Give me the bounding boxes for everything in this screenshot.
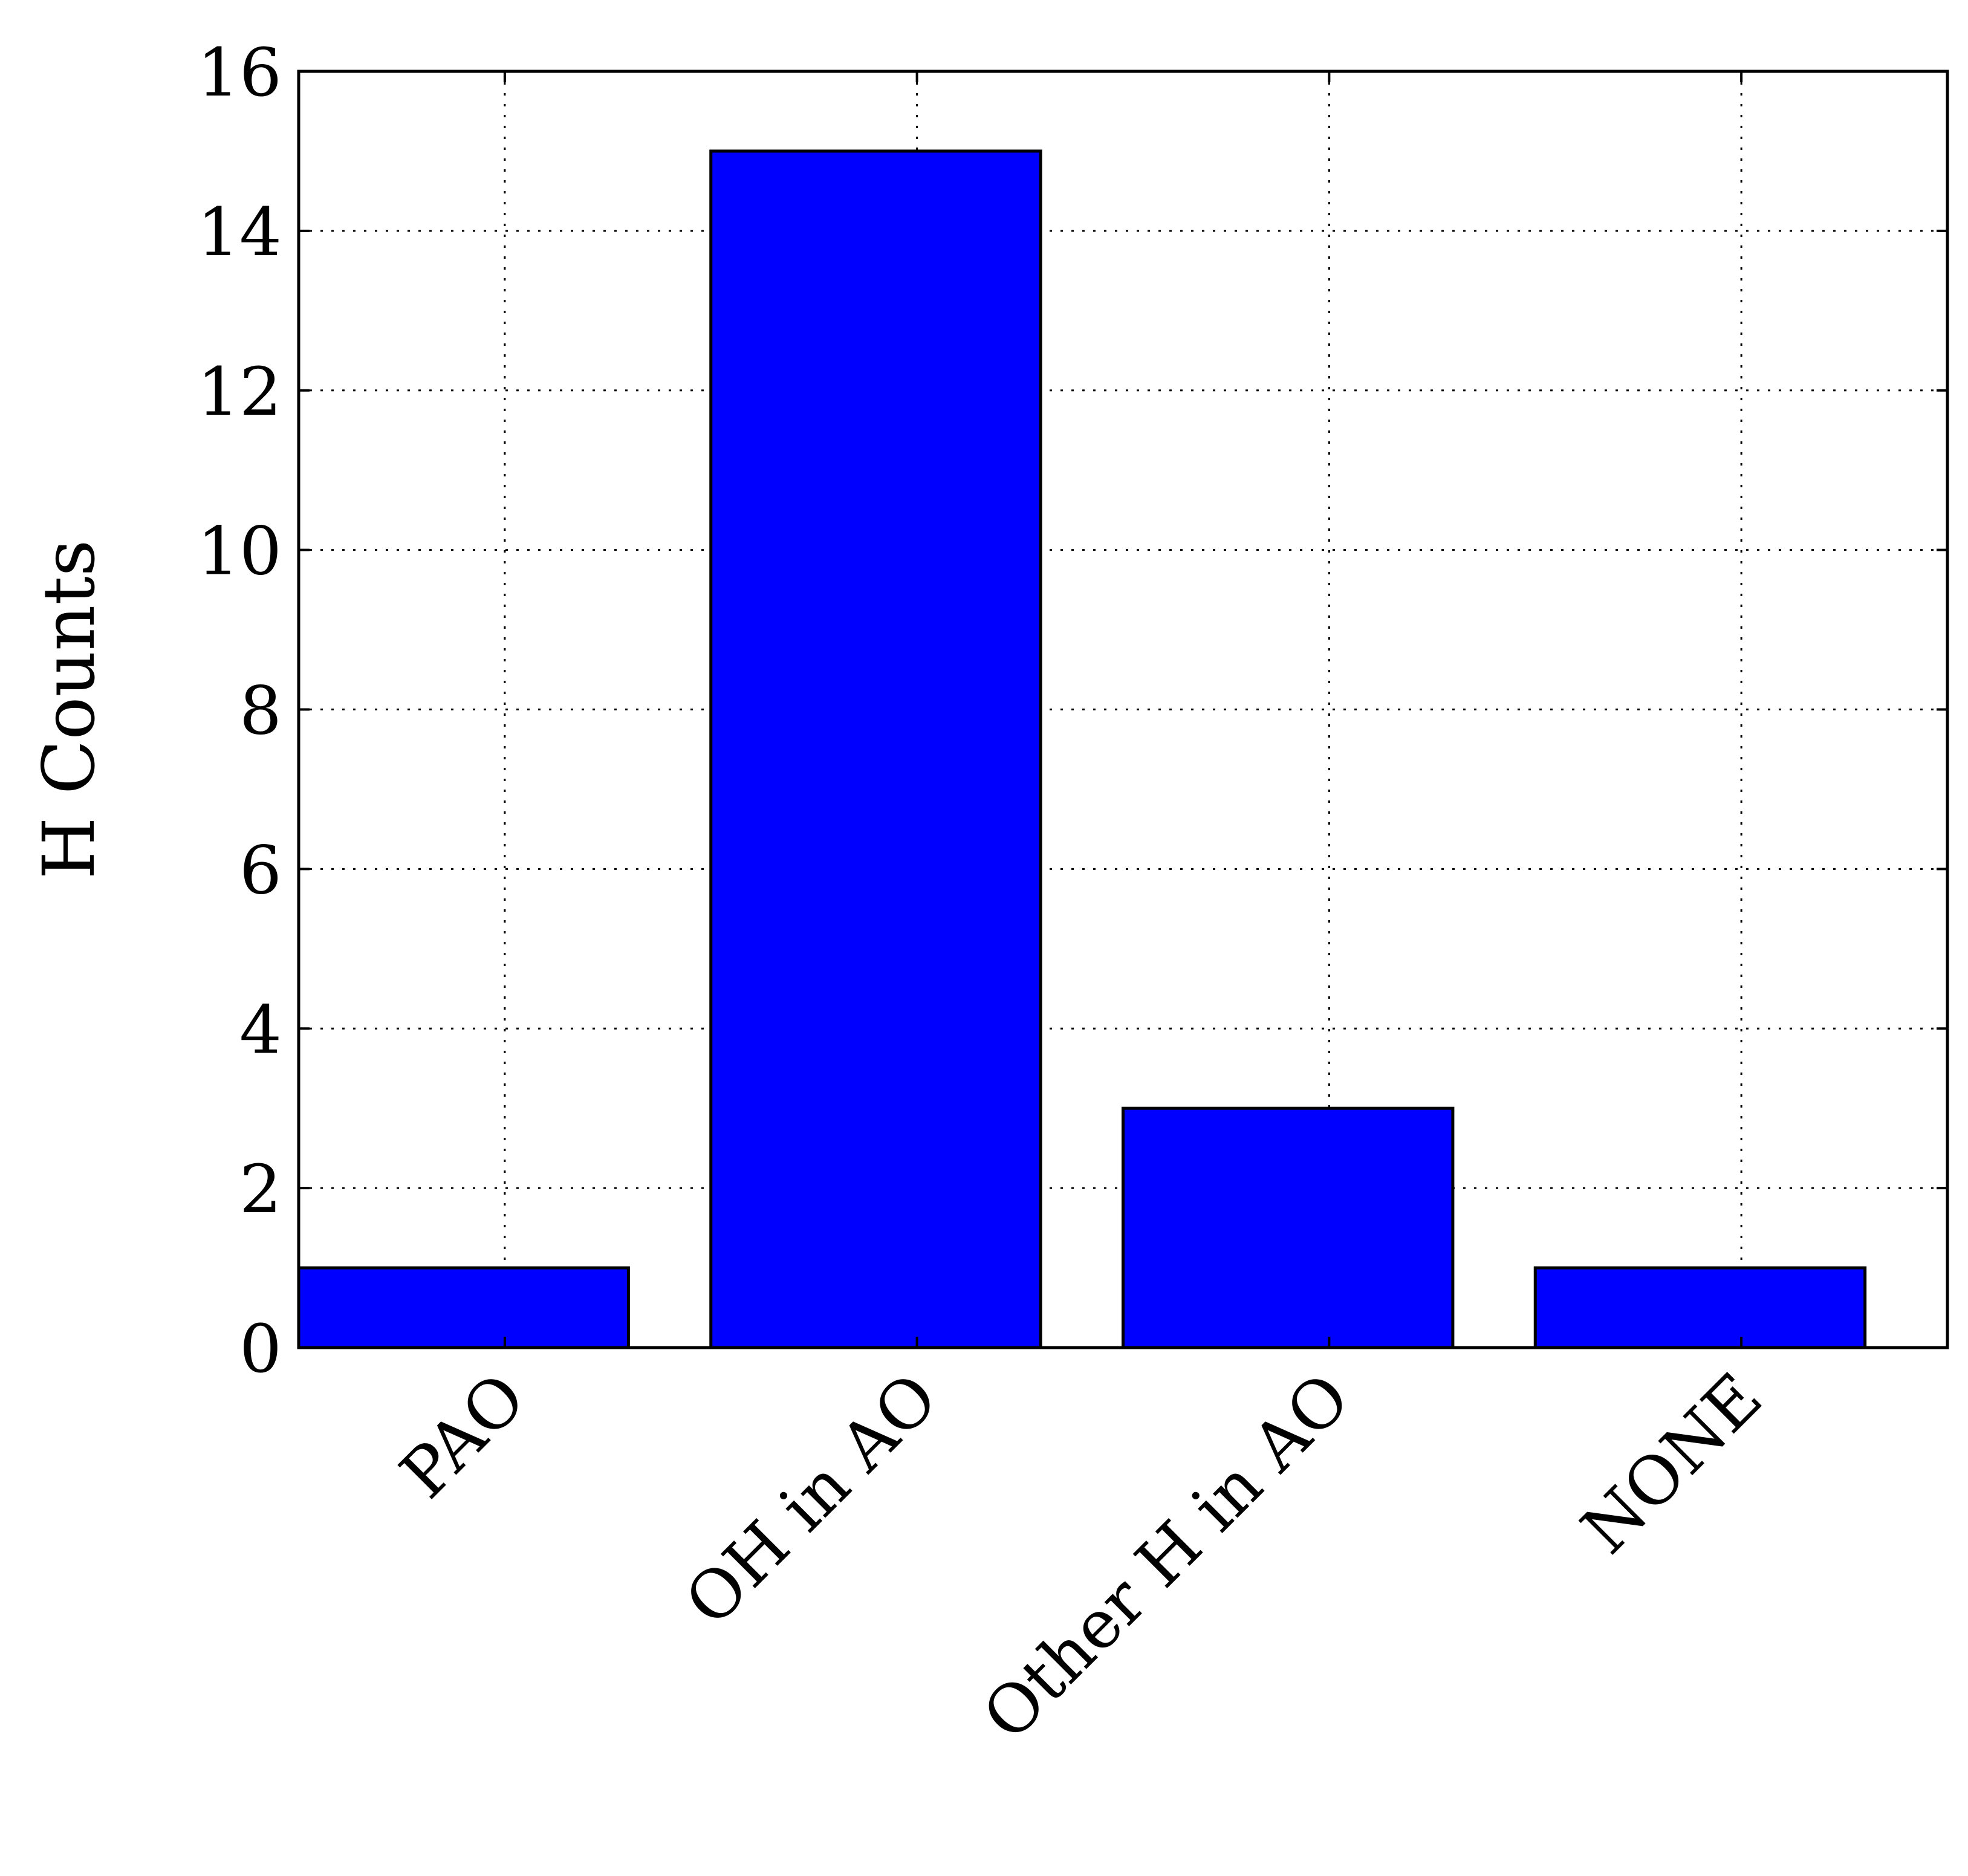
y-tick-label: 10 — [197, 513, 282, 590]
y-axis-label: H Counts — [27, 540, 111, 880]
y-tick-label: 16 — [197, 34, 282, 111]
y-tick-label: 0 — [239, 1310, 282, 1388]
y-tick-labels: 0 2 4 6 8 10 12 14 16 — [197, 34, 282, 1388]
x-tick-label: NONE — [1567, 1358, 1776, 1568]
y-tick-label: 14 — [197, 193, 282, 271]
x-tick-label: PAO — [386, 1358, 541, 1513]
x-tick-label: Other H in AO — [968, 1358, 1365, 1755]
x-tick-label: OH in AO — [671, 1358, 952, 1640]
bar — [297, 1266, 630, 1349]
y-tick-label: 12 — [197, 353, 282, 430]
y-tick-label: 4 — [239, 991, 282, 1068]
bar — [709, 149, 1042, 1349]
y-tick-label: 8 — [239, 672, 282, 750]
x-tick-labels: PAO OH in AO Other H in AO NONE — [386, 1358, 1777, 1755]
bar — [1533, 1266, 1867, 1349]
y-tick-label: 6 — [239, 831, 282, 909]
y-tick-label: 2 — [239, 1151, 282, 1228]
bar — [1122, 1106, 1455, 1349]
tick-marks — [299, 70, 1947, 1349]
bars — [297, 149, 1867, 1349]
